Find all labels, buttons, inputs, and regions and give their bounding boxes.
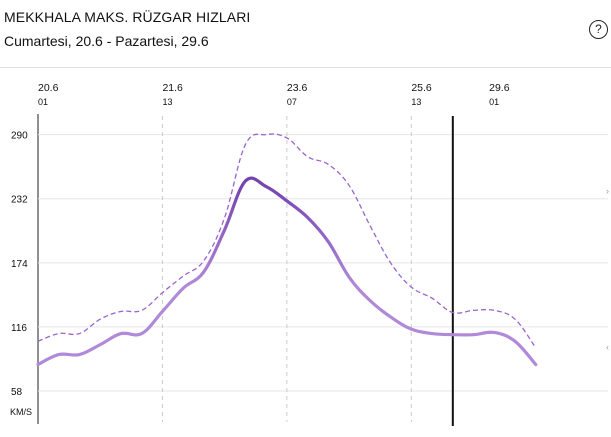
chart-title: MEKKHALA MAKS. RÜZGAR HIZLARI bbox=[4, 9, 251, 25]
x-tick-date: 20.6 bbox=[38, 82, 59, 94]
y-tick-label: 174 bbox=[11, 259, 28, 270]
y-axis-unit: KM/S bbox=[10, 407, 32, 417]
y-tick-label: 116 bbox=[11, 323, 27, 334]
x-tick-hour: 01 bbox=[38, 97, 48, 107]
series-wind-line bbox=[36, 176, 538, 367]
chart-subtitle: Cumartesi, 20.6 - Pazartesi, 29.6 bbox=[4, 33, 209, 49]
x-tick-hour: 13 bbox=[162, 97, 172, 107]
y-tick-label: 290 bbox=[11, 131, 28, 142]
x-tick-date: 21.6 bbox=[162, 82, 183, 94]
series-gust-line bbox=[37, 133, 537, 349]
x-tick-hour: 01 bbox=[489, 97, 499, 107]
edge-marker: › bbox=[606, 186, 609, 196]
help-icon[interactable]: ? bbox=[589, 20, 608, 39]
y-tick-label: 232 bbox=[11, 195, 28, 206]
x-tick-hour: 13 bbox=[411, 97, 421, 107]
edge-marker: ‹ bbox=[606, 342, 609, 352]
x-tick-date: 25.6 bbox=[411, 82, 432, 94]
x-tick-hour: 07 bbox=[287, 97, 297, 107]
x-tick-date: 23.6 bbox=[287, 82, 308, 94]
x-tick-date: 29.6 bbox=[489, 82, 510, 94]
y-tick-label: 58 bbox=[11, 387, 23, 398]
header-divider bbox=[0, 67, 611, 68]
